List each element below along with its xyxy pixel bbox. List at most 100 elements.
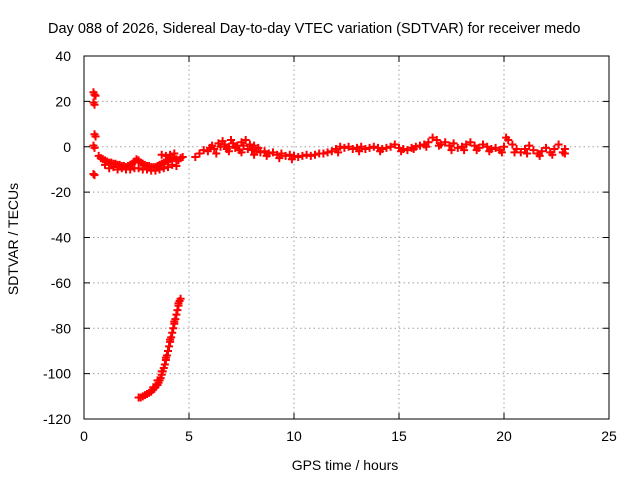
data-point (560, 149, 569, 158)
data-point (172, 310, 181, 319)
x-tick-label: 20 (496, 428, 512, 444)
data-point (355, 147, 364, 156)
ticks-layer: 0 5 10 15 20 25 -120 -100 -80 -60 -40 -20 0 20 40 (43, 48, 617, 444)
data-point (460, 146, 469, 155)
data-point (101, 160, 109, 169)
data-point (504, 135, 513, 144)
data-point (170, 149, 179, 158)
data-point (210, 145, 219, 154)
data-point (254, 143, 263, 152)
data-point (525, 141, 534, 150)
data-point (277, 149, 286, 158)
data-point (245, 140, 254, 149)
data-point (462, 140, 471, 149)
data-point (369, 142, 378, 151)
data-point (159, 164, 168, 173)
data-point (239, 141, 248, 150)
data-point (161, 353, 170, 362)
data-point (542, 143, 550, 152)
data-point (256, 148, 265, 157)
data-point (500, 142, 508, 151)
data-point (164, 163, 172, 172)
data-point (143, 165, 151, 174)
data-point (168, 160, 177, 169)
data-point (510, 148, 519, 157)
data-point (470, 141, 479, 150)
x-tick-label: 0 (80, 428, 88, 444)
data-point (151, 166, 160, 175)
data-point (216, 142, 225, 151)
data-point (113, 165, 122, 174)
data-point (173, 306, 182, 315)
data-point (269, 148, 277, 157)
data-point (157, 367, 166, 376)
data-point (537, 147, 546, 156)
data-point (174, 299, 183, 308)
data-point (403, 146, 412, 155)
y-tick-label: -100 (43, 366, 71, 382)
data-point (161, 151, 170, 160)
data-point (166, 335, 175, 344)
data-point (248, 146, 256, 155)
data-point (306, 151, 315, 160)
data-point (447, 146, 456, 155)
data-point (453, 143, 462, 152)
data-point (554, 140, 563, 149)
data-point (466, 138, 475, 147)
data-point (220, 140, 229, 149)
data-point (105, 164, 114, 173)
y-tick-label: -120 (43, 411, 71, 427)
data-point (212, 149, 221, 158)
data-point (195, 149, 204, 158)
data-point (237, 148, 246, 157)
data-point (302, 150, 311, 159)
data-point (178, 152, 187, 161)
data-point (382, 143, 391, 152)
data-point (397, 147, 406, 156)
data-point (432, 135, 441, 144)
data-point (445, 141, 454, 150)
data-point (155, 165, 164, 174)
y-tick-label: -80 (51, 320, 71, 336)
data-point (165, 342, 174, 351)
data-point (348, 145, 357, 154)
data-point (294, 152, 303, 161)
y-tick-label: -60 (51, 275, 71, 291)
data-point (224, 147, 233, 156)
data-point (344, 142, 353, 151)
data-point (176, 294, 185, 303)
data-point (172, 162, 181, 171)
data-point (285, 150, 294, 159)
data-point (281, 151, 290, 160)
y-tick-label: 40 (55, 48, 71, 64)
data-point (409, 145, 418, 154)
data-point (229, 139, 238, 148)
x-tick-label: 25 (601, 428, 617, 444)
data-point (126, 165, 135, 174)
data-point (441, 138, 450, 147)
data-point (89, 169, 98, 178)
data-point (90, 143, 99, 152)
data-point (109, 163, 118, 172)
x-axis-label: GPS time / hours (292, 457, 399, 473)
data-point (134, 164, 143, 173)
y-tick-label: 20 (55, 93, 71, 109)
data-point (91, 132, 100, 141)
data-point (260, 147, 269, 156)
y-tick-label: -40 (51, 230, 71, 246)
data-point (319, 149, 328, 158)
data-point (340, 143, 349, 152)
data-point (323, 148, 332, 157)
data-point (334, 148, 343, 157)
data-point (191, 152, 200, 161)
data-point (275, 154, 284, 163)
data-point (311, 150, 319, 159)
data-point (483, 142, 492, 151)
data-point (424, 138, 433, 147)
data-point (386, 142, 395, 151)
x-tick-label: 5 (185, 428, 193, 444)
data-point (149, 383, 158, 392)
data-point (422, 142, 431, 151)
